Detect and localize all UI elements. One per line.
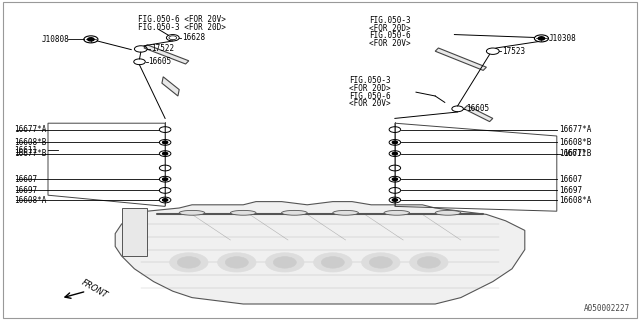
Circle shape	[163, 141, 168, 144]
Circle shape	[266, 253, 304, 272]
Circle shape	[218, 253, 256, 272]
Polygon shape	[464, 106, 493, 122]
Polygon shape	[115, 202, 525, 304]
Text: <FOR 20D>: <FOR 20D>	[349, 84, 390, 93]
Text: 16607: 16607	[14, 175, 37, 184]
Text: FIG.050-6 <FOR 20V>: FIG.050-6 <FOR 20V>	[138, 15, 225, 24]
Circle shape	[410, 253, 448, 272]
Text: 16677*A: 16677*A	[14, 125, 47, 134]
Text: 16608*A: 16608*A	[559, 196, 591, 204]
Text: 16697: 16697	[559, 186, 582, 195]
Circle shape	[369, 257, 392, 268]
Text: <FOR 20D>: <FOR 20D>	[369, 24, 411, 33]
Ellipse shape	[435, 211, 461, 215]
Text: FRONT: FRONT	[80, 277, 109, 300]
Polygon shape	[435, 48, 486, 70]
Text: FIG.050-6: FIG.050-6	[349, 92, 390, 100]
Circle shape	[392, 152, 397, 155]
Ellipse shape	[282, 211, 307, 215]
Circle shape	[177, 257, 200, 268]
Circle shape	[273, 257, 296, 268]
Text: FIG.050-6: FIG.050-6	[369, 31, 411, 40]
Text: 16611: 16611	[14, 146, 37, 155]
Polygon shape	[144, 45, 189, 64]
Text: FIG.050-3 <FOR 20D>: FIG.050-3 <FOR 20D>	[138, 23, 225, 32]
Text: 16607: 16607	[559, 175, 582, 184]
Circle shape	[163, 152, 168, 155]
Text: FIG.050-3: FIG.050-3	[369, 16, 411, 25]
Ellipse shape	[230, 211, 256, 215]
Text: 16608*A: 16608*A	[14, 196, 47, 204]
Circle shape	[417, 257, 440, 268]
Circle shape	[170, 253, 208, 272]
Text: 16608*B: 16608*B	[559, 138, 591, 147]
Circle shape	[392, 141, 397, 144]
Text: A050002227: A050002227	[584, 304, 630, 313]
Text: 16608*B: 16608*B	[14, 138, 47, 147]
Text: 16605: 16605	[466, 104, 489, 113]
Text: 16677*B: 16677*B	[559, 149, 591, 158]
Text: <FOR 20V>: <FOR 20V>	[349, 99, 390, 108]
Ellipse shape	[179, 211, 205, 215]
Circle shape	[392, 199, 397, 201]
Ellipse shape	[384, 211, 410, 215]
Text: 16697: 16697	[14, 186, 37, 195]
Text: 16605: 16605	[148, 57, 172, 66]
Text: J10308: J10308	[549, 34, 577, 43]
Polygon shape	[122, 208, 147, 256]
Circle shape	[362, 253, 400, 272]
Circle shape	[321, 257, 344, 268]
Text: 16677*A: 16677*A	[559, 125, 591, 134]
Text: FIG.050-3: FIG.050-3	[349, 76, 390, 85]
Circle shape	[538, 37, 545, 40]
Ellipse shape	[333, 211, 358, 215]
Text: 16628: 16628	[182, 33, 205, 42]
Text: <FOR 20V>: <FOR 20V>	[369, 39, 411, 48]
Circle shape	[88, 38, 94, 41]
Polygon shape	[162, 77, 179, 96]
Text: 17522: 17522	[151, 44, 174, 53]
Text: 16611: 16611	[563, 149, 586, 158]
Circle shape	[314, 253, 352, 272]
Circle shape	[392, 178, 397, 180]
Text: 16677*B: 16677*B	[14, 149, 47, 158]
Circle shape	[163, 199, 168, 201]
Circle shape	[163, 178, 168, 180]
Text: 17523: 17523	[502, 47, 525, 56]
Circle shape	[225, 257, 248, 268]
Text: J10808: J10808	[42, 35, 69, 44]
